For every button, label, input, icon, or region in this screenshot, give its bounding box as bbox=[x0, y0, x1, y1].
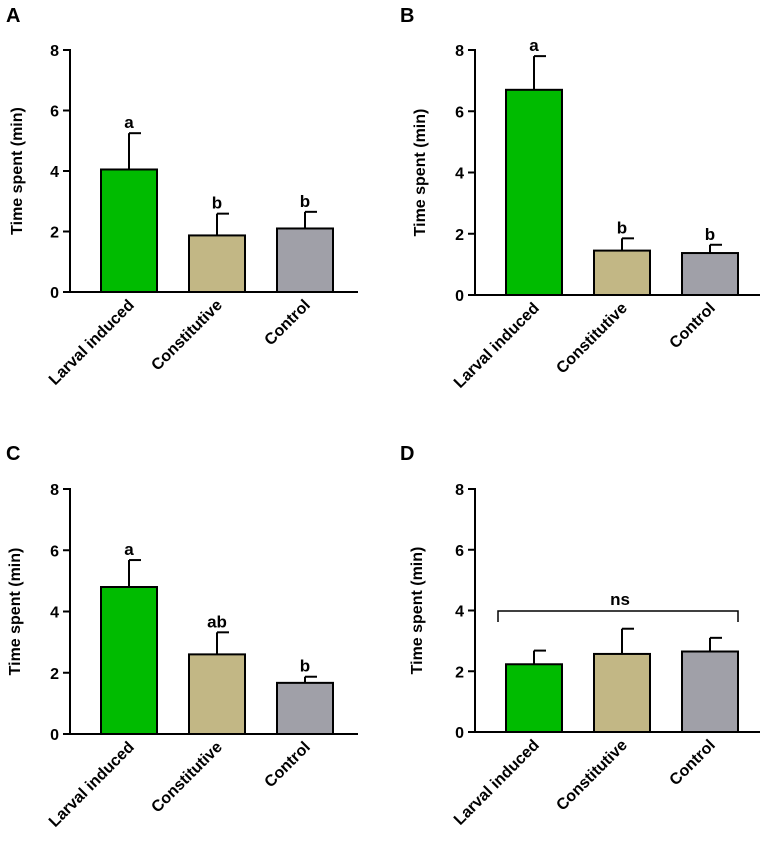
significance-label: b bbox=[300, 657, 310, 676]
y-tick-label: 2 bbox=[50, 666, 59, 683]
bar-larval-induced bbox=[505, 88, 563, 296]
y-tick-label: 4 bbox=[50, 605, 59, 622]
y-axis-label: Time spent (min) bbox=[9, 107, 26, 235]
y-tick-label: 8 bbox=[455, 43, 464, 60]
significance-label: ab bbox=[207, 612, 227, 631]
x-tick-label: Control bbox=[262, 297, 314, 349]
ns-label: ns bbox=[610, 590, 630, 609]
panel-label: B bbox=[400, 5, 414, 27]
bar-control bbox=[276, 681, 334, 736]
y-tick-label: 6 bbox=[50, 104, 59, 121]
panel-label: D bbox=[400, 443, 414, 465]
y-tick-label: 0 bbox=[50, 727, 59, 744]
bar-constitutive bbox=[188, 234, 246, 293]
panel-c: C Time spent (min) 0 2 4 6 8 a Larval induced ab C… bbox=[6, 443, 358, 831]
y-tick-label: 2 bbox=[455, 664, 464, 681]
y-tick-label: 6 bbox=[455, 104, 464, 121]
x-tick-label: Constitutive bbox=[148, 739, 225, 816]
y-tick-label: 2 bbox=[455, 227, 464, 244]
y-tick-label: 8 bbox=[50, 43, 59, 60]
x-tick-label: Larval induced bbox=[451, 737, 543, 829]
y-axis-label: Time spent (min) bbox=[412, 109, 429, 237]
x-tick-label: Control bbox=[262, 739, 314, 791]
y-tick-label: 8 bbox=[50, 482, 59, 499]
y-tick-label: 6 bbox=[50, 543, 59, 560]
panel-label: C bbox=[6, 443, 20, 465]
y-tick-label: 2 bbox=[50, 225, 59, 242]
y-tick-label: 4 bbox=[455, 604, 464, 621]
x-tick-label: Control bbox=[667, 300, 719, 352]
panel-b: B Time spent (min) 0 2 4 6 8 a Larval induced b Co… bbox=[400, 5, 760, 392]
bar-control bbox=[681, 650, 739, 733]
significance-label: b bbox=[705, 225, 715, 244]
significance-label: a bbox=[124, 113, 134, 132]
y-tick-label: 0 bbox=[455, 288, 464, 305]
y-tick-label: 0 bbox=[50, 285, 59, 302]
panel-d: D Time spent (min) 0 2 4 6 8 Larval induced Cons… bbox=[400, 443, 760, 829]
x-tick-label: Larval induced bbox=[46, 297, 138, 389]
significance-label: b bbox=[300, 192, 310, 211]
x-tick-label: Constitutive bbox=[553, 300, 630, 377]
bar-larval-induced bbox=[100, 168, 158, 293]
x-tick-label: Larval induced bbox=[46, 739, 138, 831]
x-tick-label: Control bbox=[667, 737, 719, 789]
bar-control bbox=[276, 227, 334, 294]
y-tick-label: 6 bbox=[455, 543, 464, 560]
panel-a: A Time spent (min) 0 2 4 6 8 a Larval induced b Co… bbox=[6, 5, 358, 389]
bar-larval-induced bbox=[100, 586, 158, 735]
x-tick-label: Constitutive bbox=[553, 737, 630, 814]
y-tick-label: 0 bbox=[455, 725, 464, 742]
y-axis-label: Time spent (min) bbox=[409, 547, 426, 675]
y-tick-label: 8 bbox=[455, 482, 464, 499]
x-tick-label: Larval induced bbox=[451, 300, 543, 392]
significance-label: b bbox=[212, 194, 222, 213]
ns-bracket bbox=[497, 610, 739, 622]
bar-larval-induced bbox=[505, 663, 563, 733]
bar-constitutive bbox=[593, 652, 651, 734]
significance-label: a bbox=[529, 36, 539, 55]
bar-control bbox=[681, 252, 739, 296]
significance-label: a bbox=[124, 540, 134, 559]
y-tick-label: 4 bbox=[50, 164, 59, 181]
significance-label: b bbox=[617, 218, 627, 237]
panel-label: A bbox=[6, 5, 20, 27]
bar-constitutive bbox=[188, 653, 246, 735]
y-axis-label: Time spent (min) bbox=[7, 548, 24, 676]
x-tick-label: Constitutive bbox=[148, 297, 225, 374]
bar-constitutive bbox=[593, 249, 651, 296]
y-tick-label: 4 bbox=[455, 166, 464, 183]
